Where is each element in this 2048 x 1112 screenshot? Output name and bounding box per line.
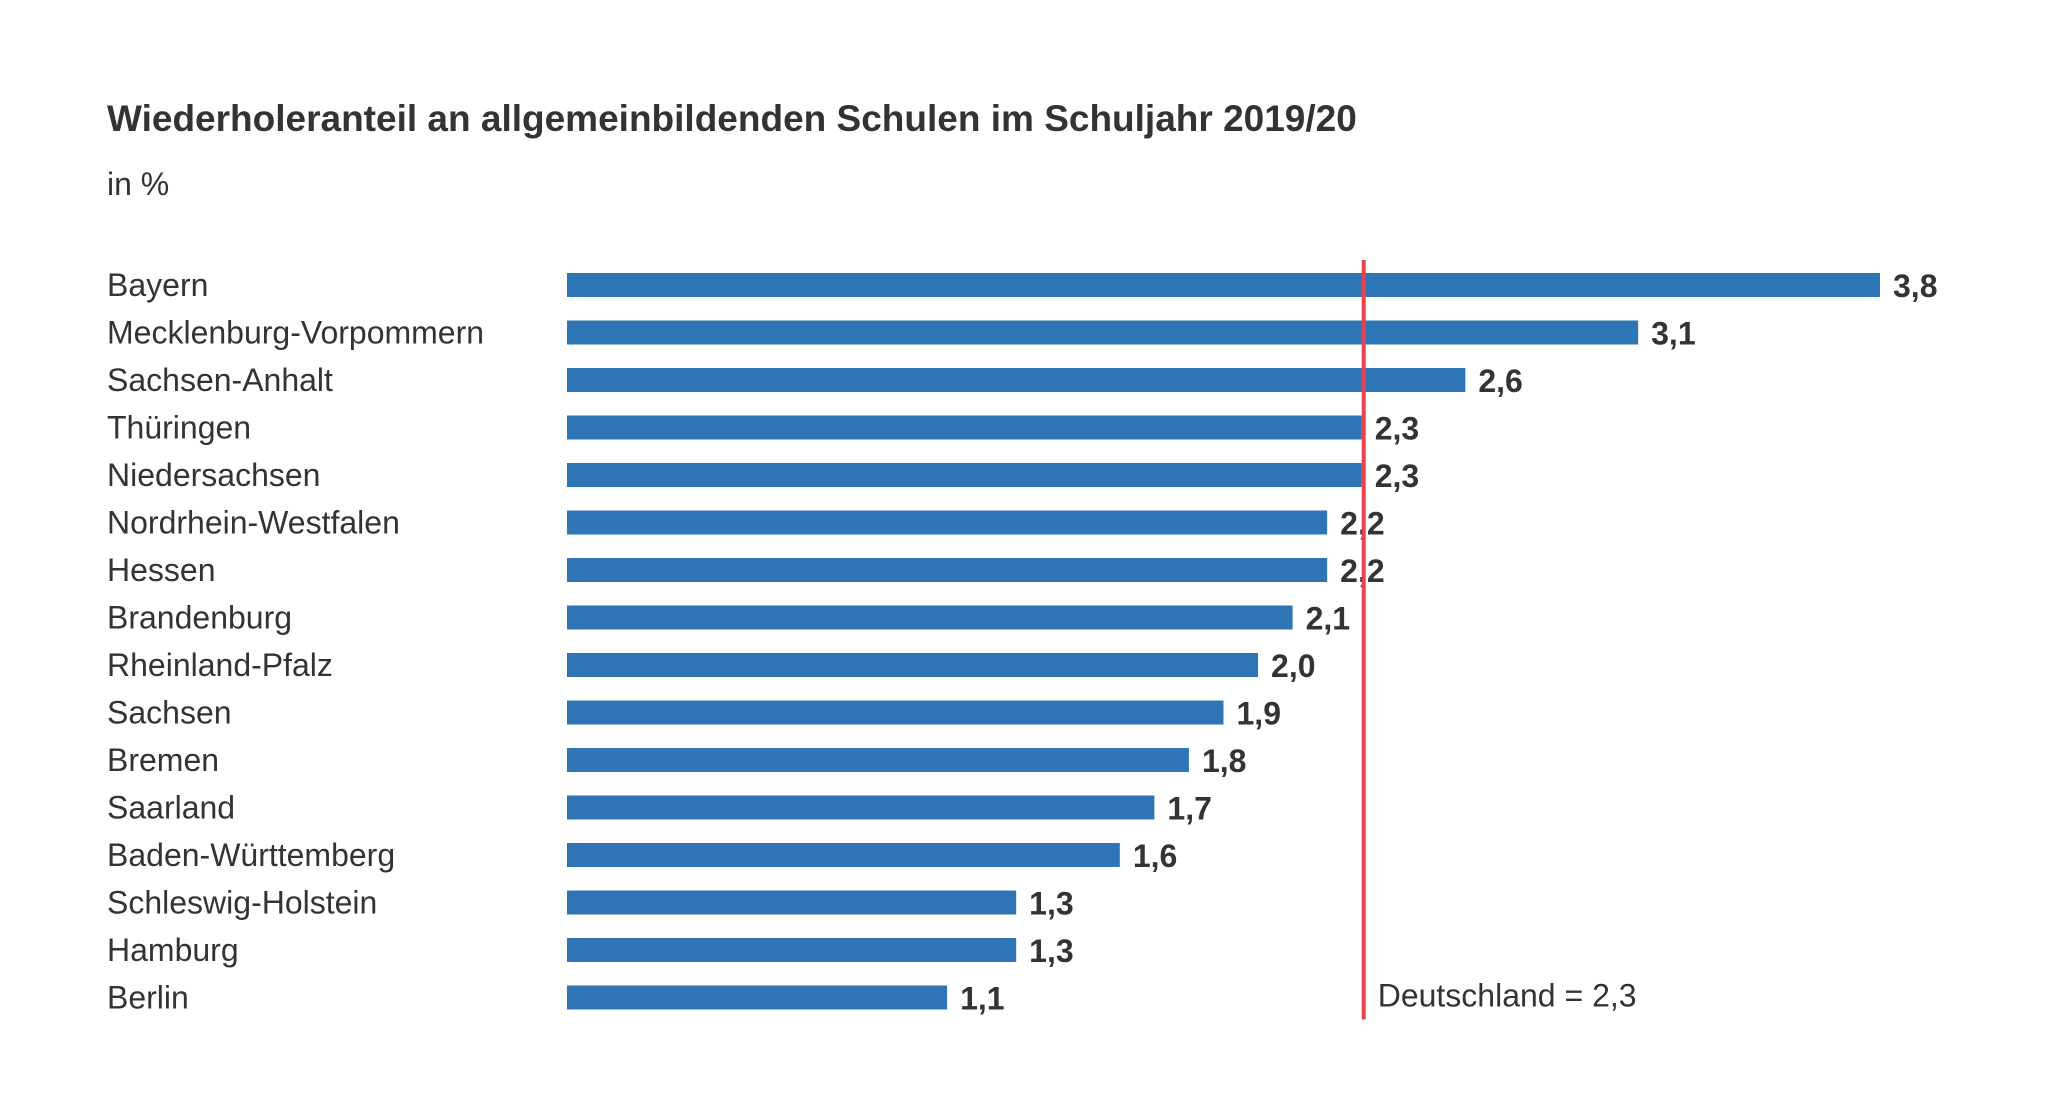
bar (567, 605, 1293, 630)
value-label: 1,3 (1029, 933, 1073, 969)
value-label: 1,7 (1167, 791, 1211, 827)
category-label: Bremen (107, 742, 219, 778)
value-label: 2,1 (1306, 601, 1350, 637)
bars-layer: Bayern 3,8 Mecklenburg-Vorpommern 3,1 Sachse… (107, 267, 1937, 1017)
value-label: 2,3 (1375, 411, 1419, 447)
bar (567, 938, 1017, 962)
bar (567, 795, 1155, 820)
value-label: 1,1 (960, 981, 1004, 1017)
category-label: Sachsen (107, 695, 232, 731)
category-label: Baden-Württemberg (107, 837, 395, 873)
bar (567, 510, 1328, 535)
category-label: Hamburg (107, 932, 239, 968)
category-label: Sachsen-Anhalt (107, 362, 333, 398)
value-label: 2,3 (1375, 458, 1419, 494)
value-label: 1,9 (1237, 696, 1281, 732)
value-label: 2,6 (1478, 363, 1522, 399)
reference-label: Deutschland = 2,3 (1378, 978, 1637, 1014)
category-label: Bayern (107, 267, 208, 303)
bar (567, 843, 1120, 867)
category-label: Mecklenburg-Vorpommern (107, 315, 484, 351)
bar (567, 558, 1328, 582)
category-label: Thüringen (107, 410, 251, 446)
bar (567, 463, 1362, 487)
category-label: Schleswig-Holstein (107, 885, 377, 921)
reference-layer: Deutschland = 2,3 (1361, 260, 1637, 1020)
category-label: Nordrhein-Westfalen (107, 505, 400, 541)
bar (567, 700, 1224, 725)
bar (567, 273, 1880, 297)
bar (567, 415, 1362, 440)
bar (567, 320, 1639, 345)
value-label: 1,8 (1202, 743, 1246, 779)
category-label: Rheinland-Pfalz (107, 647, 333, 683)
category-label: Niedersachsen (107, 457, 320, 493)
bar (567, 890, 1017, 915)
bar (567, 748, 1189, 772)
bar (567, 368, 1466, 392)
value-label: 3,8 (1893, 268, 1937, 304)
category-label: Brandenburg (107, 600, 292, 636)
category-label: Berlin (107, 980, 189, 1016)
value-label: 3,1 (1651, 316, 1695, 352)
value-label: 1,3 (1029, 886, 1073, 922)
value-label: 2,0 (1271, 648, 1315, 684)
bar (567, 653, 1259, 677)
category-label: Hessen (107, 552, 216, 588)
value-label: 1,6 (1133, 838, 1177, 874)
chart-subtitle: in % (107, 166, 170, 202)
bar (567, 985, 948, 1010)
category-label: Saarland (107, 790, 235, 826)
chart-title: Wiederholeranteil an allgemeinbildenden … (107, 98, 1357, 139)
